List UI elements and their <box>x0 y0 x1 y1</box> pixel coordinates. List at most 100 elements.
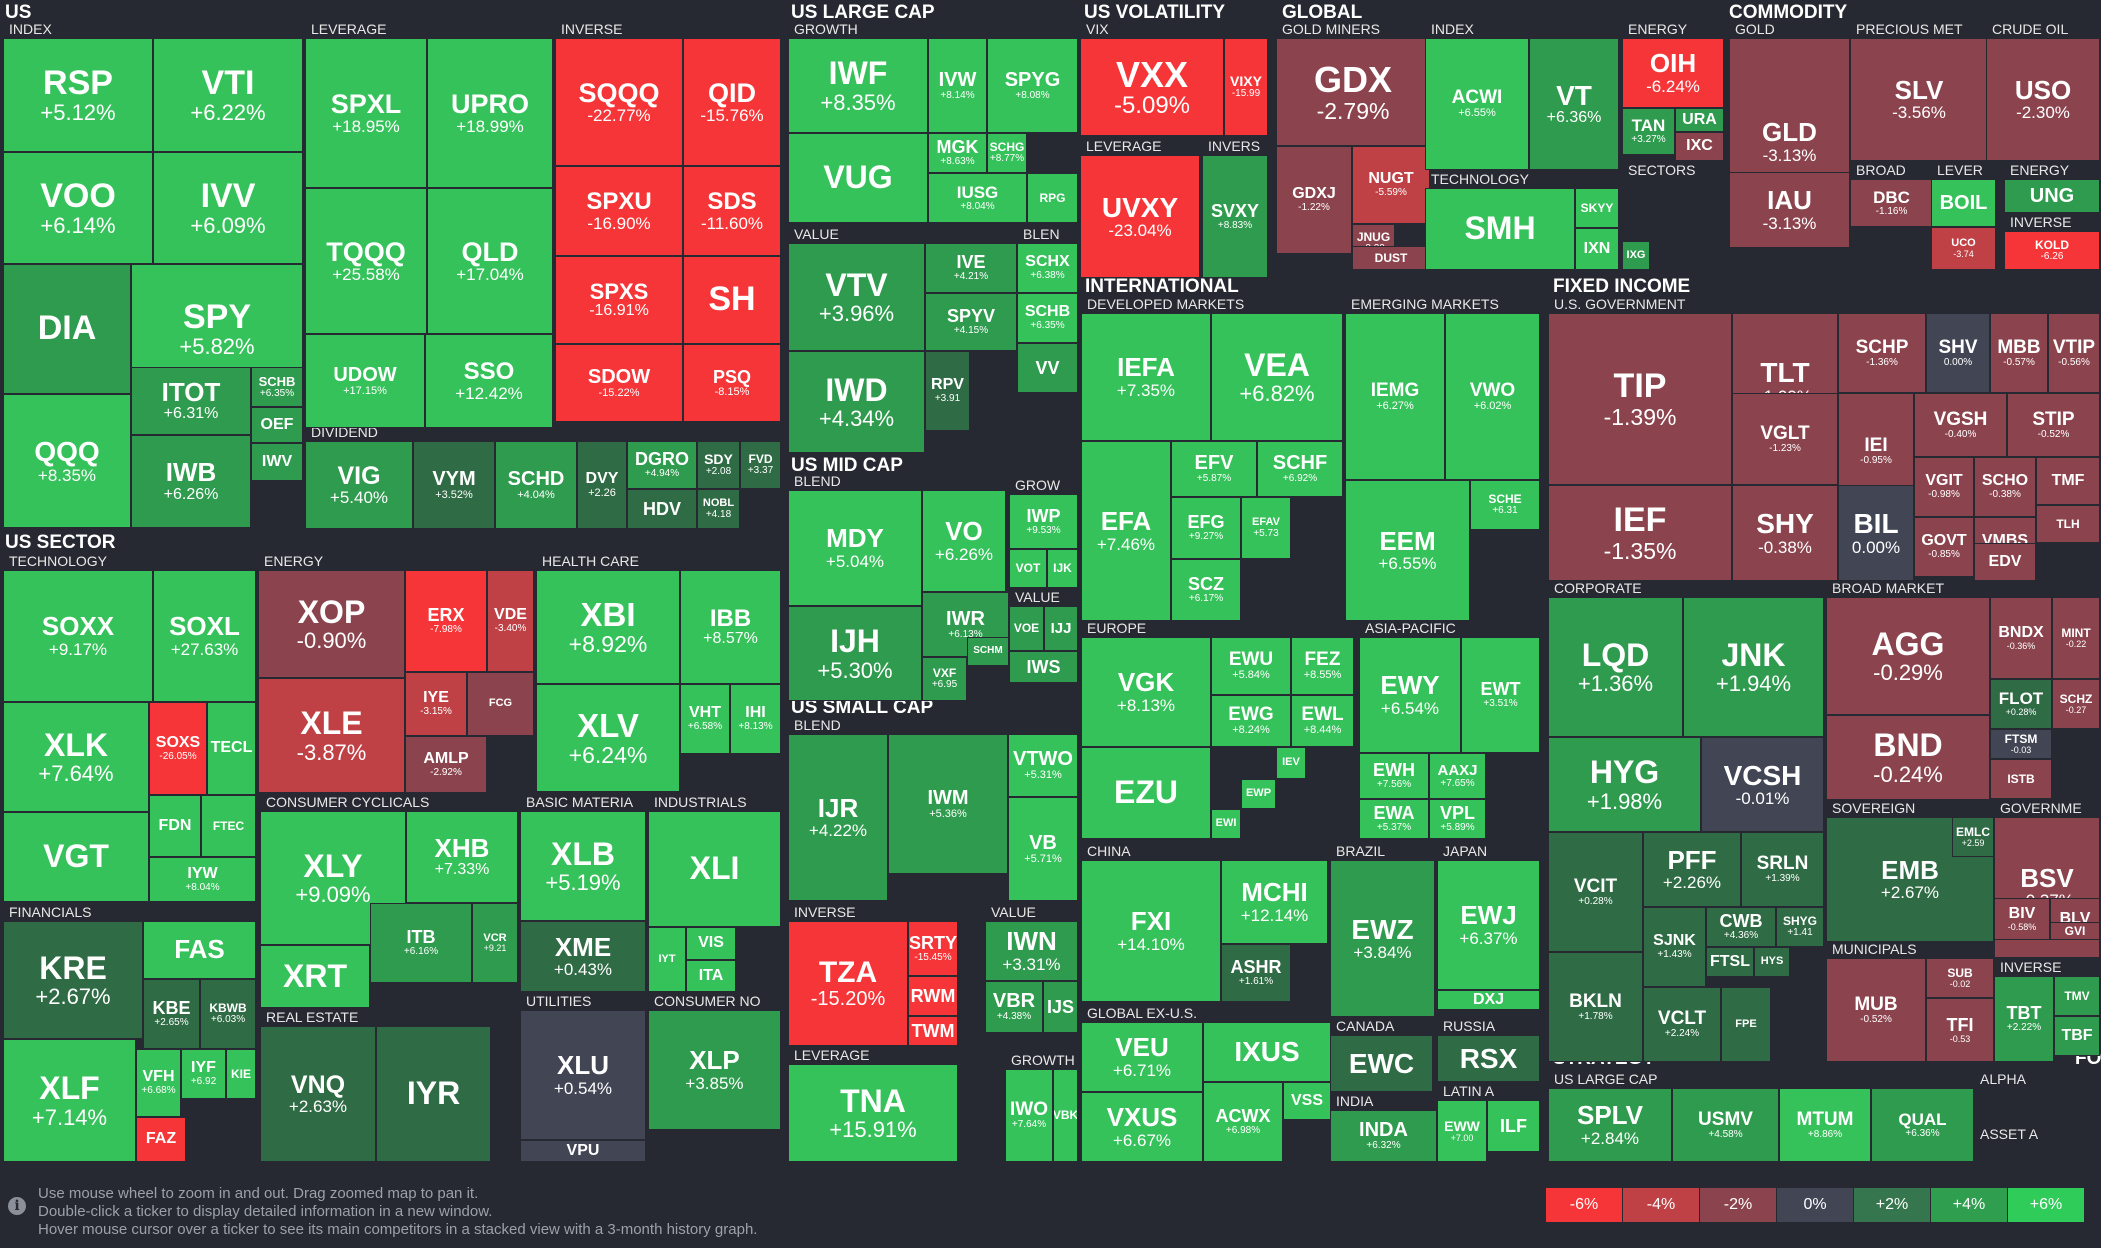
ticker-tile-vht[interactable]: VHT +6.58% <box>680 684 730 754</box>
ticker-tile-eem[interactable]: EEM +6.55% <box>1345 480 1470 621</box>
ticker-tile-srty[interactable]: SRTY -15.45% <box>908 921 958 976</box>
ticker-tile-vtip[interactable]: VTIP -0.56% <box>2048 313 2100 393</box>
ticker-tile-vcr[interactable]: VCR +9.21 <box>472 903 518 983</box>
ticker-tile-ewp[interactable]: EWP <box>1241 779 1276 809</box>
ticker-tile-iefa[interactable]: IEFA +7.35% <box>1081 313 1211 441</box>
ticker-tile-tmf[interactable]: TMF <box>2036 457 2100 505</box>
ticker-tile-ixn[interactable]: IXN <box>1575 228 1619 270</box>
ticker-tile-vbr[interactable]: VBR +4.38% <box>985 981 1043 1033</box>
ticker-tile-ewt[interactable]: EWT +3.51% <box>1461 637 1540 753</box>
ticker-tile-gvi[interactable]: GVI <box>2050 922 2100 940</box>
ticker-tile-xrt[interactable]: XRT <box>260 945 370 1008</box>
ticker-tile-tan[interactable]: TAN +3.27% <box>1622 108 1675 155</box>
ticker-tile-ewy[interactable]: EWY +6.54% <box>1359 637 1461 753</box>
ticker-tile-vde[interactable]: VDE -3.40% <box>487 570 534 672</box>
ticker-tile-bndx[interactable]: BNDX -0.36% <box>1990 597 2052 679</box>
ticker-tile-kold[interactable]: KOLD -6.26 <box>2004 231 2100 270</box>
ticker-tile-iwo[interactable]: IWO +7.64% <box>1005 1069 1053 1162</box>
ticker-tile-schp[interactable]: SCHP -1.36% <box>1838 313 1926 393</box>
ticker-tile-sdow[interactable]: SDOW -15.22% <box>555 344 683 422</box>
ticker-tile-iau[interactable]: IAU -3.13% <box>1729 172 1850 248</box>
ticker-tile-tbt[interactable]: TBT +2.22% <box>1994 976 2054 1062</box>
ticker-tile-vwo[interactable]: VWO +6.02% <box>1445 313 1540 480</box>
ticker-tile-soxx[interactable]: SOXX +9.17% <box>3 570 153 702</box>
ticker-tile-vgk[interactable]: VGK +8.13% <box>1081 637 1211 747</box>
ticker-tile-efav[interactable]: EFAV +5.73 <box>1241 497 1291 559</box>
ticker-tile-tza[interactable]: TZA -15.20% <box>788 921 908 1046</box>
ticker-tile-xlb[interactable]: XLB +5.19% <box>520 811 646 921</box>
ticker-tile-spxs[interactable]: SPXS -16.91% <box>555 256 683 344</box>
ticker-tile-tmv[interactable]: TMV <box>2054 976 2100 1016</box>
ticker-tile-itb[interactable]: ITB +6.16% <box>370 903 472 983</box>
ticker-tile-vfh[interactable]: VFH +6.68% <box>136 1049 181 1117</box>
ticker-tile-acwx[interactable]: ACWX +6.98% <box>1203 1082 1283 1162</box>
ticker-tile-ijk[interactable]: IJK <box>1047 549 1078 588</box>
ticker-tile-vug[interactable]: VUG <box>788 133 928 223</box>
ticker-tile-spyv[interactable]: SPYV +4.15% <box>925 293 1017 351</box>
ticker-tile-lqd[interactable]: LQD +1.36% <box>1548 597 1683 737</box>
ticker-tile-vo[interactable]: VO +6.26% <box>922 490 1006 592</box>
ticker-tile-jnk[interactable]: JNK +1.94% <box>1683 597 1824 737</box>
ticker-tile-srln[interactable]: SRLN +1.39% <box>1741 832 1824 907</box>
ticker-tile-biv[interactable]: BIV -0.58% <box>1994 898 2050 940</box>
ticker-tile-uco[interactable]: UCO -3.74 <box>1931 227 1996 270</box>
ticker-tile-mgk[interactable]: MGK +8.63% <box>928 133 987 173</box>
ticker-tile-psq[interactable]: PSQ -8.15% <box>683 344 781 422</box>
ticker-tile-bkln[interactable]: BKLN +1.78% <box>1548 952 1643 1062</box>
ticker-tile-vgit[interactable]: VGIT -0.98% <box>1914 457 1974 517</box>
ticker-tile-efa[interactable]: EFA +7.46% <box>1081 441 1171 621</box>
ticker-tile-nobl[interactable]: NOBL +4.18 <box>697 489 740 529</box>
ticker-tile-efv[interactable]: EFV +5.87% <box>1171 441 1257 497</box>
ticker-tile-sh[interactable]: SH <box>683 256 781 344</box>
ticker-tile-iwn[interactable]: IWN +3.31% <box>985 921 1078 981</box>
ticker-tile-shyg[interactable]: SHYG +1.41 <box>1776 907 1824 947</box>
ticker-tile-uso[interactable]: USO -2.30% <box>1986 38 2100 161</box>
ticker-tile-soxl[interactable]: SOXL +27.63% <box>153 570 256 702</box>
ticker-tile-fcg[interactable]: FCG <box>467 672 534 736</box>
ticker-tile-xhb[interactable]: XHB +7.33% <box>406 811 518 903</box>
ticker-tile-tfi[interactable]: TFI -0.53 <box>1926 998 1994 1062</box>
ticker-tile-vglt[interactable]: VGLT -1.23% <box>1732 393 1838 485</box>
ticker-tile-xop[interactable]: XOP -0.90% <box>258 570 405 678</box>
ticker-tile-dbc[interactable]: DBC -1.16% <box>1850 179 1933 227</box>
ticker-tile-emlc[interactable]: EMLC +2.59 <box>1952 817 1994 857</box>
ticker-tile-xbi[interactable]: XBI +8.92% <box>536 570 680 684</box>
ticker-tile-xlu[interactable]: XLU +0.54% <box>520 1010 646 1140</box>
ticker-tile-ezu[interactable]: EZU <box>1081 747 1211 839</box>
ticker-tile-sqqq[interactable]: SQQQ -22.77% <box>555 38 683 166</box>
ticker-tile-iwb[interactable]: IWB +6.26% <box>131 435 251 528</box>
ticker-tile-ewu[interactable]: EWU +5.84% <box>1211 637 1291 695</box>
ticker-tile-hys[interactable]: HYS <box>1754 947 1790 977</box>
ticker-tile-vpl[interactable]: VPL +5.89% <box>1429 799 1486 839</box>
ticker-tile-rsp[interactable]: RSP +5.12% <box>3 38 153 152</box>
ticker-tile-shy[interactable]: SHY -0.38% <box>1732 485 1838 581</box>
ticker-tile-oih[interactable]: OIH -6.24% <box>1622 38 1724 108</box>
ticker-tile-ive[interactable]: IVE +4.21% <box>925 243 1017 293</box>
ticker-tile-ftsl[interactable]: FTSL <box>1706 947 1754 977</box>
ticker-tile-vcit[interactable]: VCIT +0.28% <box>1548 832 1643 952</box>
ticker-tile-xle[interactable]: XLE -3.87% <box>258 678 405 793</box>
ticker-tile-smh[interactable]: SMH <box>1425 188 1575 270</box>
ticker-tile-voe[interactable]: VOE <box>1009 606 1044 651</box>
ticker-tile-iwf[interactable]: IWF +8.35% <box>788 38 928 133</box>
ticker-tile-ita[interactable]: ITA <box>686 960 736 992</box>
ticker-tile-sub[interactable]: SUB -0.02 <box>1926 958 1994 998</box>
ticker-tile-skyy[interactable]: SKYY <box>1575 188 1619 228</box>
ticker-tile-vtwo[interactable]: VTWO +5.31% <box>1008 734 1078 797</box>
ticker-tile-ewa[interactable]: EWA +5.37% <box>1359 799 1429 839</box>
ticker-tile-bnd[interactable]: BND -0.24% <box>1826 715 1990 800</box>
ticker-tile-vss[interactable]: VSS <box>1283 1082 1331 1120</box>
ticker-tile-tbf[interactable]: TBF <box>2054 1016 2100 1056</box>
ticker-tile-rpg[interactable]: RPG <box>1027 173 1078 223</box>
ticker-tile-mchi[interactable]: MCHI +12.14% <box>1221 860 1328 944</box>
ticker-tile-schg[interactable]: SCHG +8.77% <box>987 133 1027 173</box>
ticker-tile-vclt[interactable]: VCLT +2.24% <box>1643 987 1721 1062</box>
ticker-tile-schz[interactable]: SCHZ -0.27 <box>2052 679 2100 729</box>
ticker-tile-vot[interactable]: VOT <box>1009 549 1047 588</box>
ticker-tile-mtum[interactable]: MTUM +8.86% <box>1779 1088 1871 1162</box>
ticker-tile-ivv[interactable]: IVV +6.09% <box>153 152 303 264</box>
ticker-tile-twm[interactable]: TWM <box>908 1016 958 1046</box>
ticker-tile-tqqq[interactable]: TQQQ +25.58% <box>305 188 427 334</box>
ticker-tile-iemg[interactable]: IEMG +6.27% <box>1345 313 1445 480</box>
ticker-tile-schd[interactable]: SCHD +4.04% <box>495 441 577 529</box>
